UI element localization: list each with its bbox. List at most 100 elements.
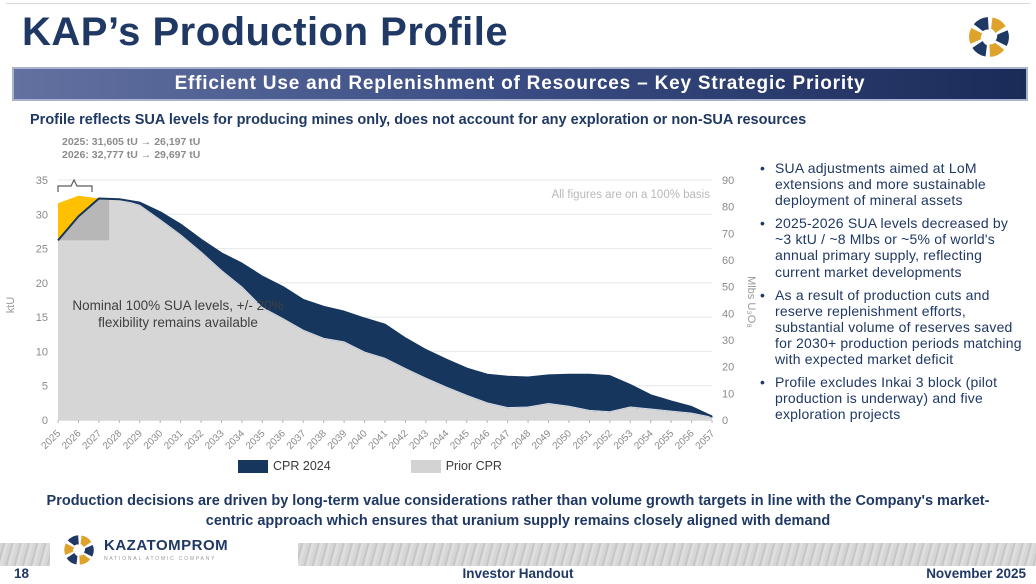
reduction-annotation-2026: 2026: 32,777 tU → 29,697 tU bbox=[62, 149, 201, 161]
swirl-petal bbox=[973, 17, 989, 32]
x-axis-year-label: 2041 bbox=[367, 428, 391, 452]
x-axis-year-label: 2046 bbox=[469, 428, 493, 452]
left-axis-title: ktU bbox=[5, 297, 17, 314]
left-axis-tick-label: 5 bbox=[42, 381, 48, 393]
swirl-petal bbox=[989, 42, 1005, 57]
right-axis-tick-label: 20 bbox=[722, 362, 734, 374]
right-axis-title: Mlbs U₃O₈ bbox=[745, 276, 757, 328]
page-title: KAP’s Production Profile bbox=[22, 10, 509, 54]
right-axis-tick-label: 40 bbox=[722, 308, 734, 320]
swirl-petal bbox=[972, 41, 987, 57]
x-axis-year-label: 2055 bbox=[653, 428, 677, 452]
x-axis-year-label: 2035 bbox=[244, 428, 268, 452]
bottom-note: Production decisions are driven by long-… bbox=[46, 493, 990, 529]
x-axis-year-label: 2029 bbox=[121, 428, 145, 452]
footer-logo: KAZATOMPROM NATIONAL ATOMIC COMPANY bbox=[50, 532, 298, 567]
swirl-petal bbox=[64, 542, 75, 555]
x-axis-year-label: 2028 bbox=[101, 428, 125, 452]
right-axis-tick-label: 80 bbox=[722, 202, 734, 214]
x-axis-year-label: 2053 bbox=[612, 428, 636, 452]
left-axis-tick-label: 30 bbox=[36, 209, 48, 221]
legend-item-cpr-2024: CPR 2024 bbox=[238, 459, 331, 473]
x-axis-year-label: 2043 bbox=[407, 428, 431, 452]
right-axis-tick-label: 50 bbox=[722, 282, 734, 294]
x-axis-year-label: 2033 bbox=[203, 428, 227, 452]
x-axis-year-label: 2044 bbox=[428, 428, 452, 452]
swirl-petal bbox=[991, 17, 1006, 33]
prior-cpr-swatch-icon bbox=[410, 459, 441, 473]
x-axis-year-label: 2032 bbox=[183, 428, 207, 452]
prior-cpr-edge bbox=[98, 198, 713, 418]
legend-label-prior-cpr: Prior CPR bbox=[445, 459, 502, 473]
legend-item-prior-cpr: Prior CPR bbox=[410, 459, 502, 473]
bullet-sua-decrease: 2025-2026 SUA levels decreased by ~3 ktU… bbox=[758, 215, 1026, 279]
left-axis-tick-label: 0 bbox=[42, 415, 48, 427]
x-axis-year-label: 2040 bbox=[346, 428, 370, 452]
swirl-petal bbox=[969, 28, 983, 44]
x-axis-year-label: 2048 bbox=[510, 428, 534, 452]
chart-subtitle: Profile reflects SUA levels for producin… bbox=[30, 112, 807, 128]
left-axis-tick-label: 20 bbox=[36, 278, 48, 290]
x-axis-year-label: 2039 bbox=[326, 428, 350, 452]
kazatomprom-swirl-icon bbox=[64, 534, 94, 565]
x-axis-year-label: 2037 bbox=[285, 428, 309, 452]
page-number: 18 bbox=[14, 566, 30, 581]
x-axis-year-label: 2052 bbox=[591, 428, 615, 452]
cpr-2024-line bbox=[57, 197, 713, 418]
bullet-reserves-saved: As a result of production cuts and reser… bbox=[758, 287, 1026, 367]
bullet-sua-adjustments: SUA adjustments aimed at LoM extensions … bbox=[758, 160, 1026, 208]
swirl-petal bbox=[83, 544, 94, 557]
top-divider bbox=[6, 3, 1030, 4]
left-axis-tick-label: 15 bbox=[36, 312, 48, 324]
chart-legend: CPR 2024 Prior CPR bbox=[0, 459, 740, 473]
basis-note: All figures are on a 100% basis bbox=[551, 189, 710, 201]
footer-date: November 2025 bbox=[926, 566, 1026, 581]
legend-label-cpr-2024: CPR 2024 bbox=[273, 459, 331, 473]
swirl-petal bbox=[79, 553, 91, 565]
x-axis-year-label: 2047 bbox=[489, 428, 513, 452]
right-axis-tick-label: 70 bbox=[722, 228, 734, 240]
x-axis-year-label: 2026 bbox=[60, 428, 84, 452]
kazatomprom-swirl-icon bbox=[969, 17, 1009, 57]
x-axis-year-label: 2054 bbox=[632, 428, 656, 452]
key-points-list: SUA adjustments aimed at LoM extensions … bbox=[758, 160, 1026, 429]
swirl-petal bbox=[80, 535, 92, 547]
swirl-petal bbox=[67, 534, 79, 546]
x-axis-year-label: 2038 bbox=[305, 428, 329, 452]
kazatomprom-wordmark: KAZATOMPROM NATIONAL ATOMIC COMPANY bbox=[104, 537, 228, 562]
footer-title: Investor Handout bbox=[462, 566, 574, 581]
bullet-profile-excludes: Profile excludes Inkai 3 block (pilot pr… bbox=[758, 374, 1026, 422]
banner-text: Efficient Use and Replenishment of Resou… bbox=[174, 73, 866, 94]
x-axis-year-label: 2051 bbox=[571, 428, 595, 452]
logo-subtext: NATIONAL ATOMIC COMPANY bbox=[104, 556, 217, 562]
left-axis-tick-label: 25 bbox=[36, 244, 48, 256]
x-axis-year-label: 2049 bbox=[530, 428, 554, 452]
left-axis-tick-label: 35 bbox=[36, 175, 48, 187]
x-axis-year-label: 2057 bbox=[694, 428, 718, 452]
prior-cpr-area bbox=[58, 195, 712, 420]
cpr-2024-swatch-icon bbox=[238, 459, 269, 473]
swirl-petal bbox=[995, 30, 1009, 46]
x-axis-year-label: 2045 bbox=[448, 428, 472, 452]
x-axis-year-label: 2036 bbox=[264, 428, 288, 452]
right-axis-tick-label: 30 bbox=[722, 335, 734, 347]
x-axis-year-label: 2042 bbox=[387, 428, 411, 452]
x-axis-year-label: 2031 bbox=[162, 428, 186, 452]
right-axis-tick-label: 10 bbox=[722, 388, 734, 400]
logo-text: KAZATOMPROM bbox=[104, 537, 229, 554]
left-axis-tick-label: 10 bbox=[36, 346, 48, 358]
x-axis-year-label: 2030 bbox=[142, 428, 166, 452]
x-axis-year-label: 2027 bbox=[80, 428, 104, 452]
x-axis-year-label: 2034 bbox=[224, 428, 248, 452]
x-axis-year-label: 2056 bbox=[673, 428, 697, 452]
reduction-annotation-2025: 2025: 31,605 tU → 26,197 tU bbox=[62, 136, 201, 148]
right-axis-tick-label: 0 bbox=[722, 415, 728, 427]
x-axis-year-label: 2050 bbox=[551, 428, 575, 452]
right-axis-tick-label: 90 bbox=[722, 175, 734, 187]
reduction-bracket-icon bbox=[57, 178, 93, 192]
x-axis-year-label: 2025 bbox=[40, 428, 64, 452]
right-axis-tick-label: 60 bbox=[722, 255, 734, 267]
banner: Efficient Use and Replenishment of Resou… bbox=[12, 67, 1028, 101]
